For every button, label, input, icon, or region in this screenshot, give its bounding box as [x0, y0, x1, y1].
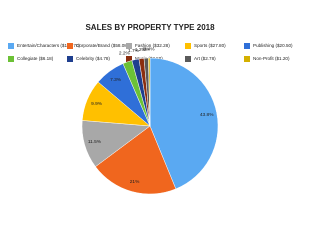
value-label: 21% — [130, 179, 140, 185]
legend-swatch — [244, 43, 250, 49]
legend-swatch — [126, 43, 132, 49]
value-label: 1.2% — [135, 47, 147, 53]
value-label: 2.2% — [119, 51, 131, 57]
legend-swatch — [67, 56, 73, 62]
value-label: 1.7% — [128, 48, 140, 54]
legend-label: Entertain/Characters ($132.70) — [17, 43, 81, 48]
value-label: 11.5% — [88, 139, 102, 145]
value-label: 9.9% — [91, 101, 103, 107]
legend-swatch — [185, 43, 191, 49]
legend-swatch — [67, 43, 73, 49]
pie-slice — [148, 57, 151, 127]
legend-label: Publishing ($20.50) — [253, 43, 293, 48]
legend-label: Collegiate ($6.18) — [17, 56, 54, 61]
legend-label: Sports ($27.80) — [194, 43, 226, 48]
legend-swatch — [244, 56, 250, 62]
value-label: 1% — [142, 46, 150, 52]
value-label: 7.3% — [110, 77, 122, 83]
legend-swatch — [8, 56, 14, 62]
legend-label: Fashion ($32.28) — [135, 43, 170, 48]
legend-swatch — [8, 43, 14, 49]
legend-swatch — [126, 56, 132, 62]
legend-label: Celebrity ($4.78) — [76, 56, 110, 61]
legend-label: Corporate/Brand ($58.08) — [76, 43, 129, 48]
chart: SALES BY PROPERTY TYPE 2018 Entertain/Ch… — [8, 23, 293, 195]
legend-swatch — [185, 56, 191, 62]
legend-label: Art ($2.78) — [194, 56, 216, 61]
value-label: 0.4% — [144, 46, 156, 52]
chart-title: SALES BY PROPERTY TYPE 2018 — [85, 23, 215, 32]
pie-slice — [149, 57, 219, 190]
pie-slice — [95, 125, 177, 195]
legend-label: Non-Profit ($1.20) — [253, 56, 290, 61]
value-label: 43.8% — [200, 112, 214, 118]
